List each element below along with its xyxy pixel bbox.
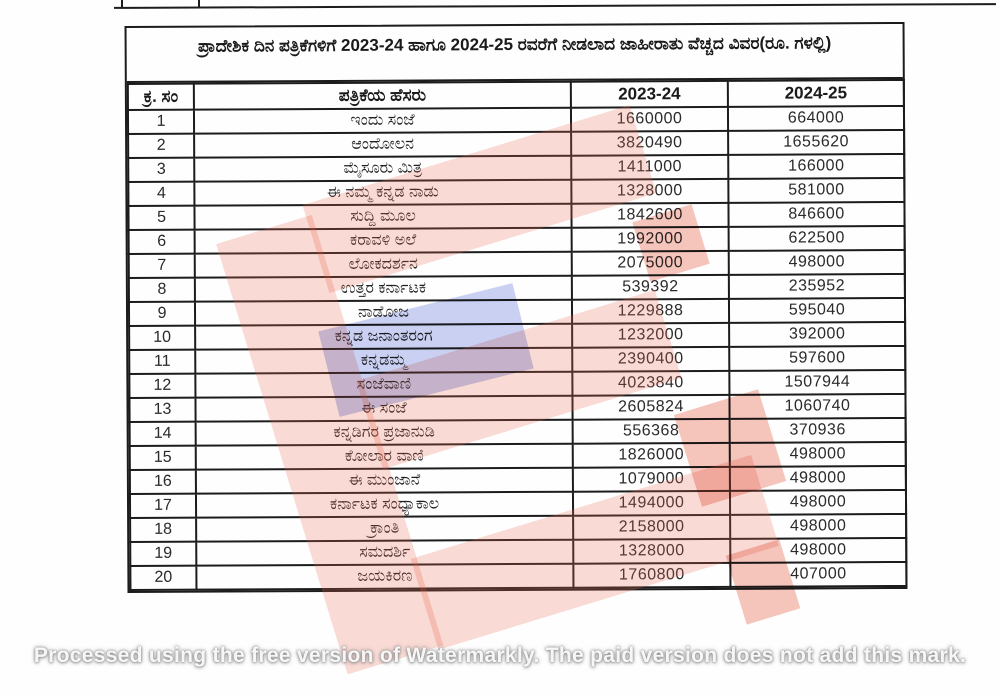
newspaper-name-cell: ಜಯಕಿರಣ (196, 563, 574, 590)
amount-2024-25-cell: 166000 (728, 153, 905, 179)
header-year-2024-25: 2024-25 (727, 79, 904, 107)
amount-2023-24-cell: 3820490 (571, 130, 729, 156)
table-title: ಪ್ರಾದೇಶಿಕ ದಿನ ಪತ್ರಿಕೆಗಳಿಗೆ 2023-24 ಹಾಗೂ … (126, 23, 903, 84)
amount-2023-24-cell: 1079000 (572, 466, 730, 492)
newspaper-name-cell: ಕೋಲಾರ ವಾಣಿ (195, 443, 573, 470)
amount-2023-24-cell: 1232000 (572, 322, 730, 348)
table-row: 20 ಜಯಕಿರಣ 1760800 407000 (130, 561, 907, 591)
serial-cell: 18 (130, 517, 197, 543)
serial-cell: 17 (129, 493, 197, 519)
newspaper-name-cell: ಕನ್ನಡ ಜನಾಂತರಂಗ (195, 323, 573, 350)
newspaper-name-cell: ಕರ್ನಾಟಕ ಸಂಧ್ಯಾಕಾಲ (195, 491, 574, 518)
serial-cell: 8 (128, 277, 195, 303)
amount-2023-24-cell: 1494000 (572, 490, 731, 516)
newspaper-name-cell: ಲೋಕದರ್ಶನ (194, 251, 572, 278)
amount-2024-25-cell: 407000 (730, 561, 907, 587)
newspaper-name-cell: ಮೈಸೂರು ಮಿತ್ರ (194, 155, 572, 182)
amount-2023-24-cell: 1826000 (572, 442, 730, 468)
newspaper-name-cell: ಕ್ರಾಂತಿ (196, 515, 574, 542)
serial-cell: 4 (128, 181, 195, 207)
amount-2024-25-cell: 664000 (727, 105, 905, 131)
amount-2024-25-cell: 498000 (729, 489, 907, 515)
amount-2023-24-cell: 2605824 (572, 394, 730, 420)
table-body: ಕ್ರ. ಸಂ ಪತ್ರಿಕೆಯ ಹೆಸರು 2023-24 2024-25 1… (127, 79, 907, 591)
data-grid: ಕ್ರ. ಸಂ ಪತ್ರಿಕೆಯ ಹೆಸರು 2023-24 2024-25 1… (127, 79, 908, 591)
serial-cell: 5 (128, 205, 195, 231)
previous-table-divider-tick (121, 0, 123, 7)
newspaper-name-cell: ನಾಡೋಜ (194, 299, 573, 326)
newspaper-name-cell: ಕನ್ನಡಿಗರ ಪ್ರಜಾನುಡಿ (195, 419, 573, 446)
amount-2024-25-cell: 235952 (728, 273, 905, 299)
amount-2024-25-cell: 597600 (729, 345, 906, 371)
serial-cell: 13 (129, 397, 196, 423)
serial-cell: 20 (130, 565, 197, 591)
amount-2024-25-cell: 498000 (729, 441, 906, 467)
serial-cell: 3 (128, 157, 195, 183)
header-row: ಕ್ರ. ಸಂ ಪತ್ರಿಕೆಯ ಹೆಸರು 2023-24 2024-25 (127, 79, 904, 111)
amount-2023-24-cell: 2390400 (572, 346, 730, 372)
newspaper-name-cell: ಈ ನಮ್ಮ ಕನ್ನಡ ನಾಡು (194, 179, 572, 206)
amount-2024-25-cell: 498000 (729, 465, 906, 491)
serial-cell: 14 (129, 421, 196, 447)
serial-cell: 9 (128, 301, 196, 327)
newspaper-name-cell: ಸಮದರ್ಶಿ (196, 539, 574, 566)
amount-2023-24-cell: 4023840 (572, 370, 730, 396)
serial-cell: 15 (129, 445, 196, 471)
expenditure-table: ಪ್ರಾದೇಶಿಕ ದಿನ ಪತ್ರಿಕೆಗಳಿಗೆ 2023-24 ಹಾಗೂ … (124, 21, 908, 594)
amount-2023-24-cell: 1660000 (570, 106, 729, 132)
serial-cell: 2 (128, 133, 195, 159)
amount-2023-24-cell: 2158000 (573, 514, 731, 540)
serial-cell: 6 (128, 229, 195, 255)
newspaper-name-cell: ಕನ್ನಡಮ್ಮ (195, 347, 573, 374)
serial-cell: 1 (127, 109, 195, 135)
amount-2024-25-cell: 581000 (728, 177, 905, 203)
amount-2024-25-cell: 595040 (728, 297, 906, 323)
newspaper-name-cell: ಈ ಮುಂಜಾನೆ (195, 467, 573, 494)
watermarkly-caption: Processed using the free version of Wate… (33, 644, 967, 667)
amount-2023-24-cell: 1842600 (571, 202, 729, 228)
amount-2023-24-cell: 2075000 (571, 250, 729, 276)
newspaper-name-cell: ಉತ್ತರ ಕರ್ನಾಟಕ (194, 275, 572, 302)
newspaper-name-cell: ಇಂದು ಸಂಜೆ (193, 107, 572, 134)
header-newspaper: ಪತ್ರಿಕೆಯ ಹೆಸರು (193, 81, 571, 110)
serial-cell: 11 (129, 349, 196, 375)
serial-cell: 16 (129, 469, 196, 495)
newspaper-name-cell: ಈ ಸಂಜೆ (195, 395, 573, 422)
newspaper-name-cell: ಸುದ್ದಿ ಮೂಲ (194, 203, 572, 230)
amount-2023-24-cell: 1229888 (571, 298, 730, 324)
newspaper-name-cell: ಕರಾವಳಿ ಅಲೆ (194, 227, 572, 254)
amount-2024-25-cell: 846600 (728, 201, 905, 227)
previous-table-divider-tick (198, 0, 200, 7)
amount-2023-24-cell: 1760800 (573, 562, 731, 588)
amount-2024-25-cell: 498000 (730, 513, 907, 539)
serial-cell: 10 (129, 325, 196, 351)
serial-cell: 19 (130, 541, 197, 567)
serial-cell: 7 (128, 253, 195, 279)
header-serial: ಕ್ರ. ಸಂ (127, 83, 194, 111)
amount-2023-24-cell: 1411000 (571, 154, 729, 180)
newspaper-name-cell: ಸಂಜೆವಾಣಿ (195, 371, 573, 398)
amount-2023-24-cell: 1992000 (571, 226, 729, 252)
amount-2024-25-cell: 1060740 (729, 393, 906, 419)
previous-table-bottom-border (113, 3, 997, 9)
amount-2023-24-cell: 1328000 (571, 178, 729, 204)
amount-2024-25-cell: 1507944 (729, 369, 906, 395)
amount-2024-25-cell: 622500 (728, 225, 905, 251)
amount-2023-24-cell: 556368 (572, 418, 730, 444)
newspaper-name-cell: ಆಂದೋಲನ (194, 131, 572, 158)
amount-2024-25-cell: 498000 (730, 537, 907, 563)
amount-2024-25-cell: 498000 (728, 249, 905, 275)
amount-2023-24-cell: 1328000 (573, 538, 731, 564)
amount-2024-25-cell: 1655620 (728, 129, 905, 155)
amount-2024-25-cell: 392000 (729, 321, 906, 347)
header-year-2023-24: 2023-24 (570, 80, 728, 108)
serial-cell: 12 (129, 373, 196, 399)
amount-2023-24-cell: 539392 (571, 274, 729, 300)
amount-2024-25-cell: 370936 (729, 417, 906, 443)
